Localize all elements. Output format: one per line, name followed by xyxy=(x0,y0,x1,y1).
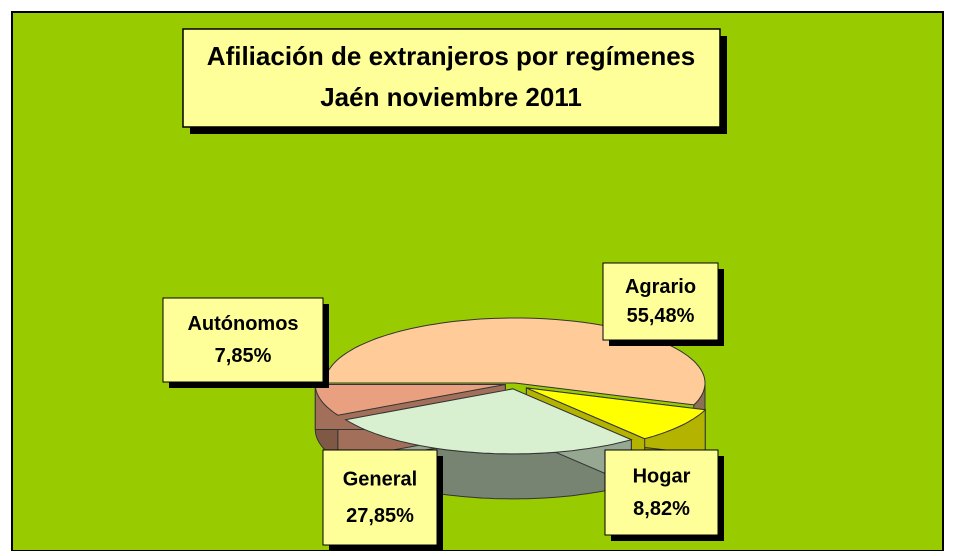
slice-value-label: 27,85% xyxy=(346,505,414,527)
slice-value-label: 8,82% xyxy=(633,498,690,520)
slice-labels: Agrario 55,48% Hogar 8,82% General 27,85% Autó… xyxy=(162,262,724,551)
slice-value-label: 7,85% xyxy=(215,345,272,367)
slice-label: Agrario xyxy=(625,276,696,298)
slice-value-label: 55,48% xyxy=(627,305,695,327)
title-box xyxy=(182,28,721,128)
label-box xyxy=(162,297,324,383)
label-box xyxy=(604,449,719,536)
chart-subtitle: Jaén noviembre 2011 xyxy=(320,82,582,112)
chart-title: Afiliación de extranjeros por regímenes xyxy=(207,41,695,71)
label-box xyxy=(602,262,719,341)
slice-label: General xyxy=(343,469,417,491)
slice xyxy=(526,387,707,440)
slice-label: Autónomos xyxy=(187,313,298,335)
slice xyxy=(314,384,506,416)
slice xyxy=(344,388,633,455)
slice-label: Hogar xyxy=(633,465,691,487)
label-box xyxy=(322,449,438,546)
